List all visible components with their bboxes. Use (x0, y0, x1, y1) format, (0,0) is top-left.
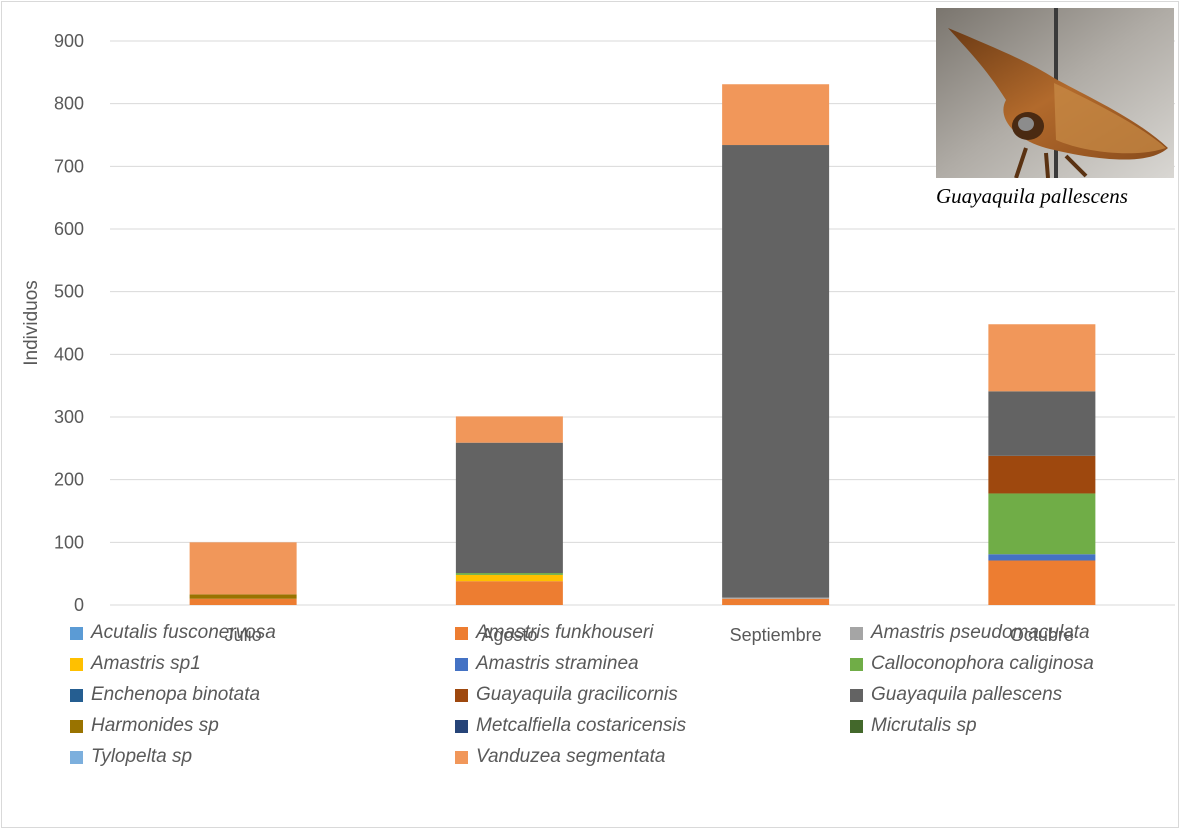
legend-swatch (850, 688, 863, 702)
legend-label: Amastris sp1 (91, 653, 201, 674)
bar-segment (189, 598, 297, 605)
bar-segment (722, 145, 830, 598)
legend-item: Enchenopa binotata (70, 684, 260, 706)
x-tick-label: Octubre (1010, 625, 1074, 645)
y-tick-label: 500 (54, 282, 84, 302)
y-axis-ticks: 0 100 200 300 400 500 600 700 800 900 (54, 31, 84, 615)
legend-label: Calloconophora caliginosa (871, 653, 1094, 674)
x-axis-ticks: Julio Agosto Septiembre Octubre (225, 625, 1074, 645)
y-tick-label: 900 (54, 31, 84, 51)
y-tick-label: 300 (54, 407, 84, 427)
bar-segment (722, 597, 830, 599)
legend-label: Vanduzea segmentata (476, 746, 666, 767)
y-tick-label: 600 (54, 219, 84, 239)
legend-swatch (850, 657, 863, 671)
treehopper-icon (936, 8, 1174, 178)
y-tick-label: 800 (54, 94, 84, 114)
legend-label: Enchenopa binotata (91, 684, 261, 705)
legend-swatch (455, 750, 468, 764)
legend-swatch (455, 626, 468, 640)
bar-segment (189, 542, 297, 595)
legend-swatch (70, 719, 83, 733)
legend-swatch (850, 626, 863, 640)
x-tick-label: Septiembre (730, 625, 822, 645)
legend-label: Guayaquila gracilicornis (476, 684, 678, 705)
legend-label: Amastris funkhouseri (476, 622, 654, 643)
bar-segment (988, 560, 1096, 605)
legend-swatch (70, 688, 83, 702)
legend-label: Guayaquila pallescens (871, 684, 1063, 705)
bar-segment (988, 391, 1096, 456)
legend-item: Amastris straminea (455, 653, 639, 675)
y-tick-label: 200 (54, 470, 84, 490)
legend-swatch (455, 688, 468, 702)
legend-item: Vanduzea segmentata (455, 746, 665, 768)
y-tick-label: 0 (74, 595, 84, 615)
bar-segment (455, 574, 563, 582)
legend-label: Amastris pseudomaculata (871, 622, 1090, 643)
legend-item: Calloconophora caliginosa (850, 653, 1094, 675)
bar-segment (455, 442, 563, 574)
bar-segment (988, 554, 1096, 561)
legend-label: Metcalfiella costaricensis (476, 715, 687, 736)
bar-segment (988, 455, 1096, 494)
x-tick-label: Julio (225, 625, 262, 645)
y-tick-label: 700 (54, 156, 84, 176)
legend-item: Harmonides sp (70, 715, 219, 737)
bar-segment (722, 84, 830, 146)
legend-label: Micrutalis sp (871, 715, 977, 736)
legend-item: Guayaquila pallescens (850, 684, 1062, 706)
legend-item: Amastris funkhouseri (455, 622, 653, 644)
legend-label: Tylopelta sp (91, 746, 193, 767)
bar-segment (455, 581, 563, 605)
y-tick-label: 400 (54, 344, 84, 364)
legend-item: Acutalis fusconervosa (70, 622, 276, 644)
legend-item: Amastris sp1 (70, 653, 201, 675)
legend-item: Micrutalis sp (850, 715, 977, 737)
legend-label: Amastris straminea (476, 653, 639, 674)
legend-swatch (455, 657, 468, 671)
legend-item: Guayaquila gracilicornis (455, 684, 678, 706)
x-tick-label: Agosto (481, 625, 537, 645)
bar-segment (722, 598, 830, 605)
legend-swatch (70, 657, 83, 671)
bar-segment (455, 573, 563, 575)
y-tick-label: 100 (54, 532, 84, 552)
legend-swatch (455, 719, 468, 733)
legend-item: Amastris pseudomaculata (850, 622, 1090, 644)
bar-segment (988, 324, 1096, 392)
y-axis-label: Individuos (21, 280, 42, 366)
legend-swatch (70, 750, 83, 764)
legend-label: Acutalis fusconervosa (91, 622, 276, 643)
bar-segment (189, 594, 297, 599)
legend-item: Metcalfiella costaricensis (455, 715, 686, 737)
legend-label: Harmonides sp (91, 715, 219, 736)
photo-caption: Guayaquila pallescens (936, 184, 1128, 208)
bars (189, 84, 1096, 605)
legend-swatch (850, 719, 863, 733)
bar-segment (455, 416, 563, 443)
legend-item: Tylopelta sp (70, 746, 192, 768)
bar-segment (988, 493, 1096, 555)
treehopper-photo (936, 8, 1174, 178)
legend-swatch (70, 626, 83, 640)
